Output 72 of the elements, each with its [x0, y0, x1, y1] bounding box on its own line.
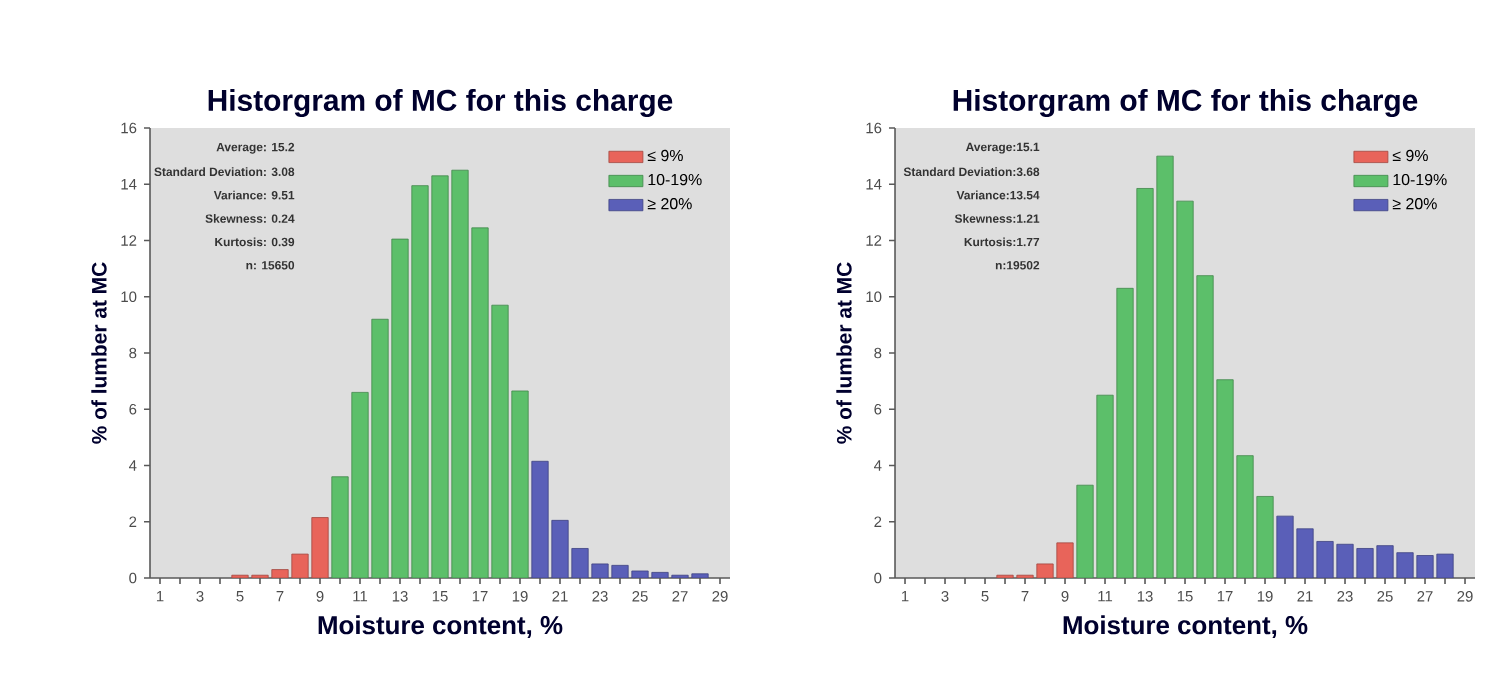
x-tick-label: 15	[1177, 591, 1193, 602]
x-tick-label: 5	[981, 591, 989, 602]
x-tick-label: 11	[1098, 591, 1113, 602]
y-tick-label: 0	[129, 572, 137, 584]
legend-label: 10-19%	[648, 173, 702, 186]
y-tick-label: 12	[121, 235, 137, 246]
y-tick-label: 14	[866, 179, 882, 190]
annotation: n: 15650	[246, 261, 295, 270]
y-tick-label: 8	[129, 347, 137, 359]
y-axis-title: % of lumber at MC	[836, 262, 852, 444]
x-tick-label: 15	[432, 591, 448, 602]
x-tick-label: 5	[236, 591, 244, 602]
chart-title: Historgram of MC for this charge	[953, 89, 1418, 118]
annotation: Kurtosis:1.77	[964, 237, 1040, 247]
y-tick-label: 4	[874, 460, 882, 471]
y-tick-label: 8	[874, 347, 882, 359]
y-tick-label: 10	[866, 291, 882, 303]
y-tick-label: 12	[866, 235, 882, 246]
y-axis-title: % of lumber at MC	[91, 262, 107, 444]
annotation: Variance:13.54	[956, 190, 1040, 200]
x-tick-label: 29	[1457, 591, 1473, 602]
x-tick-label: 7	[1021, 591, 1029, 602]
x-tick-label: 3	[941, 591, 949, 602]
chart-title: Historgram of MC for this charge	[208, 89, 673, 118]
annotation: Average:15.1	[965, 142, 1040, 154]
y-tick-label: 6	[129, 403, 137, 415]
legend-label: ≥ 20%	[647, 198, 692, 210]
annotation: Kurtosis: 0.39	[215, 237, 295, 247]
x-tick-label: 29	[712, 591, 728, 602]
y-tick-label: 10	[121, 291, 137, 303]
annotation: Standard Deviation: 3.08	[154, 167, 295, 177]
x-tick-label: 9	[316, 591, 324, 602]
x-axis-title: Moisture content, %	[318, 615, 563, 639]
legend-label: 10-19%	[1393, 173, 1447, 186]
y-tick-label: 14	[121, 179, 137, 190]
x-tick-label: 13	[392, 591, 408, 602]
x-tick-label: 1	[156, 591, 164, 602]
x-tick-label: 23	[592, 591, 608, 602]
legend-label: ≤ 9%	[647, 149, 683, 162]
x-tick-label: 21	[552, 591, 568, 602]
annotation: Variance: 9.51	[213, 190, 295, 200]
y-tick-label: 2	[874, 516, 882, 527]
legend-label: ≥ 20%	[1392, 198, 1437, 210]
y-tick-label: 6	[874, 403, 882, 415]
x-tick-label: 23	[1337, 591, 1353, 602]
annotation: Standard Deviation:3.68	[903, 167, 1040, 177]
x-tick-label: 3	[196, 591, 204, 602]
annotation: Average: 15.2	[216, 142, 295, 154]
x-tick-label: 19	[512, 591, 528, 602]
y-tick-label: 16	[866, 122, 882, 134]
annotation: n:19502	[995, 261, 1040, 270]
y-tick-label: 4	[128, 460, 137, 471]
legend-label: ≤ 9%	[1392, 149, 1428, 162]
x-tick-label: 19	[1257, 591, 1273, 602]
x-tick-label: 25	[1377, 591, 1393, 602]
x-tick-label: 17	[1217, 591, 1233, 602]
x-tick-label: 17	[472, 591, 488, 602]
y-tick-label: 0	[874, 572, 882, 584]
x-tick-label: 9	[1061, 591, 1069, 602]
y-tick-label: 16	[121, 122, 137, 134]
x-tick-label: 11	[353, 591, 368, 602]
x-tick-label: 7	[276, 591, 284, 602]
y-tick-label: 2	[129, 516, 137, 527]
x-tick-label: 1	[901, 591, 909, 602]
x-axis-title: Moisture content, %	[1063, 615, 1308, 639]
x-tick-label: 21	[1297, 591, 1313, 602]
annotation: Skewness:1.21	[954, 214, 1040, 223]
x-tick-label: 27	[672, 591, 688, 602]
x-tick-label: 13	[1137, 591, 1153, 602]
x-tick-label: 27	[1417, 591, 1433, 602]
x-tick-label: 25	[632, 591, 648, 602]
annotation: Skewness: 0.24	[205, 214, 295, 223]
